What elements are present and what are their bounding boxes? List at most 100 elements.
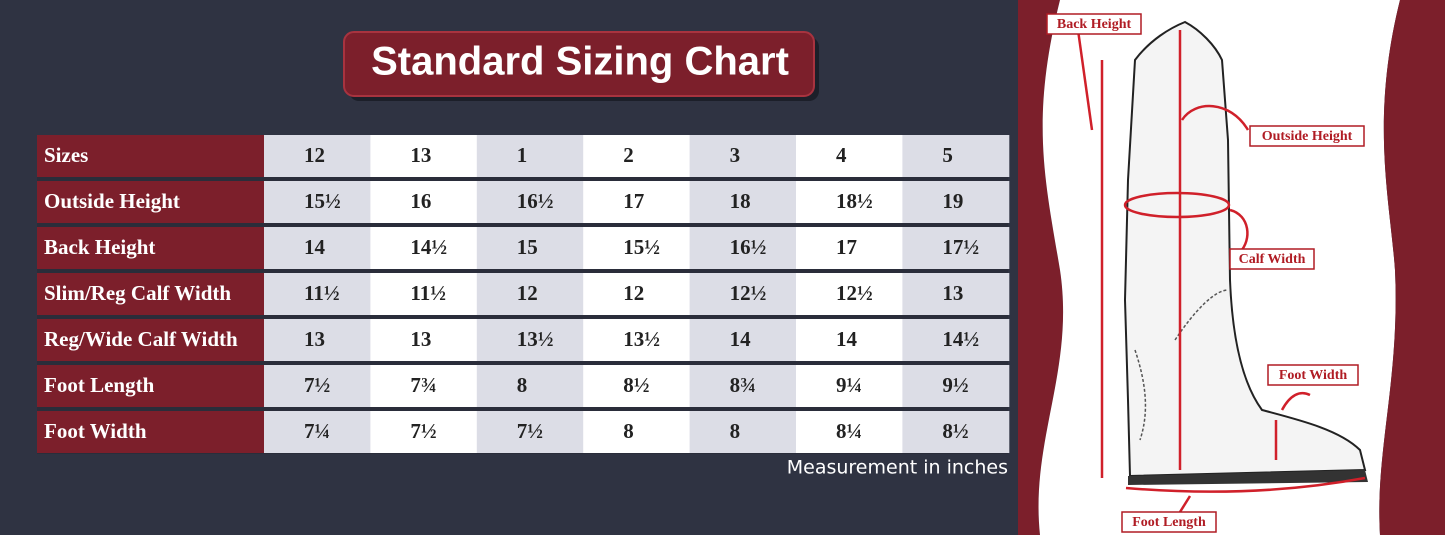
diagram-label: Foot Length <box>1132 515 1206 530</box>
cell-bg <box>264 273 371 315</box>
cell-text: 14 <box>304 235 326 259</box>
cell-text: 2 <box>623 143 634 167</box>
row-header-cell <box>37 319 265 361</box>
row-header: Foot Width <box>44 419 147 443</box>
cell-bg <box>796 411 903 453</box>
cell-text: 14 <box>836 327 858 351</box>
cell-bg <box>689 135 797 177</box>
cell-text: 8¼ <box>836 419 862 443</box>
cell-bg <box>370 319 478 361</box>
cell-bg <box>583 319 691 361</box>
cell-text: 14½ <box>410 235 447 259</box>
cell-bg <box>370 227 478 269</box>
row-header-cell <box>37 273 265 315</box>
cell-text: 16½ <box>730 235 767 259</box>
cell-text: 17 <box>623 189 644 213</box>
cell-bg <box>902 135 1010 177</box>
cell-bg <box>689 227 797 269</box>
cell-bg <box>370 181 478 223</box>
cell-text: 7¼ <box>304 419 330 443</box>
cell-text: 9½ <box>942 373 968 397</box>
diagram-label-box <box>1249 125 1365 147</box>
boot-seams <box>1134 289 1229 441</box>
cell-text: 8¾ <box>730 373 756 397</box>
cell-bg <box>902 365 1010 407</box>
diagram-label: Outside Height <box>1262 129 1353 144</box>
cell-bg <box>370 135 478 177</box>
diagram-label-box <box>1229 248 1315 270</box>
cell-bg <box>476 227 584 269</box>
row-header: Reg/Wide Calf Width <box>44 327 238 351</box>
cell-bg <box>583 181 691 223</box>
cell-text: 4 <box>836 143 847 167</box>
cell-text: 14 <box>730 327 752 351</box>
cell-bg <box>796 227 903 269</box>
cell-bg <box>264 365 371 407</box>
cell-text: 12½ <box>730 281 767 305</box>
cell-text: 13 <box>304 327 325 351</box>
row-header-cell <box>37 365 265 407</box>
cell-bg <box>476 319 584 361</box>
cell-text: 16 <box>410 189 431 213</box>
cell-text: 8 <box>730 419 741 443</box>
cell-text: 9¼ <box>836 373 862 397</box>
cell-text: 8 <box>623 419 634 443</box>
row-header: Back Height <box>44 235 155 259</box>
cell-bg <box>583 411 691 453</box>
cell-bg <box>370 273 478 315</box>
cell-bg <box>370 411 478 453</box>
cell-bg <box>689 411 797 453</box>
cell-text: 7¾ <box>410 373 436 397</box>
cell-bg <box>583 227 691 269</box>
cell-text: 17½ <box>942 235 979 259</box>
cell-text: 8½ <box>942 419 968 443</box>
cell-bg <box>796 365 903 407</box>
cell-bg <box>583 273 691 315</box>
cell-text: 13½ <box>517 327 554 351</box>
cell-text: 13 <box>942 281 963 305</box>
row-header-cell <box>37 411 265 453</box>
cell-bg <box>689 273 797 315</box>
cell-bg <box>264 319 371 361</box>
cell-bg <box>264 227 371 269</box>
cell-bg <box>264 135 371 177</box>
diagram-label-box <box>1121 511 1217 533</box>
cell-bg <box>370 365 478 407</box>
cell-text: 11½ <box>410 281 446 305</box>
cell-bg <box>476 135 584 177</box>
cell-bg <box>796 181 903 223</box>
row-header: Sizes <box>44 143 88 167</box>
cell-text: 17 <box>836 235 857 259</box>
cell-bg <box>902 319 1010 361</box>
cell-bg <box>689 181 797 223</box>
cell-text: 12 <box>304 143 325 167</box>
cell-text: 11½ <box>304 281 340 305</box>
cell-text: 18½ <box>836 189 873 213</box>
cell-text: 5 <box>942 143 953 167</box>
boot <box>1123 20 1367 478</box>
panel-edge-left <box>1018 0 1064 535</box>
panel-edge-right <box>1379 0 1445 535</box>
diagram-label: Calf Width <box>1239 252 1306 267</box>
diagram-label: Foot Width <box>1279 368 1348 383</box>
cell-text: 8½ <box>623 373 649 397</box>
cell-text: 16½ <box>517 189 554 213</box>
cell-bg <box>476 273 584 315</box>
row-header-cell <box>37 181 265 223</box>
cell-text: 12 <box>623 281 644 305</box>
cell-text: 7½ <box>304 373 330 397</box>
cell-bg <box>902 181 1010 223</box>
cell-text: 18 <box>730 189 751 213</box>
cell-bg <box>476 181 584 223</box>
row-header: Slim/Reg Calf Width <box>44 281 231 305</box>
cell-text: 14½ <box>942 327 979 351</box>
cell-text: 15 <box>517 235 538 259</box>
cell-text: 3 <box>730 143 741 167</box>
cell-bg <box>583 365 691 407</box>
cell-bg <box>264 181 371 223</box>
cell-text: 7½ <box>517 419 543 443</box>
cell-bg <box>476 411 584 453</box>
title: Standard Sizing Chart <box>371 40 789 84</box>
